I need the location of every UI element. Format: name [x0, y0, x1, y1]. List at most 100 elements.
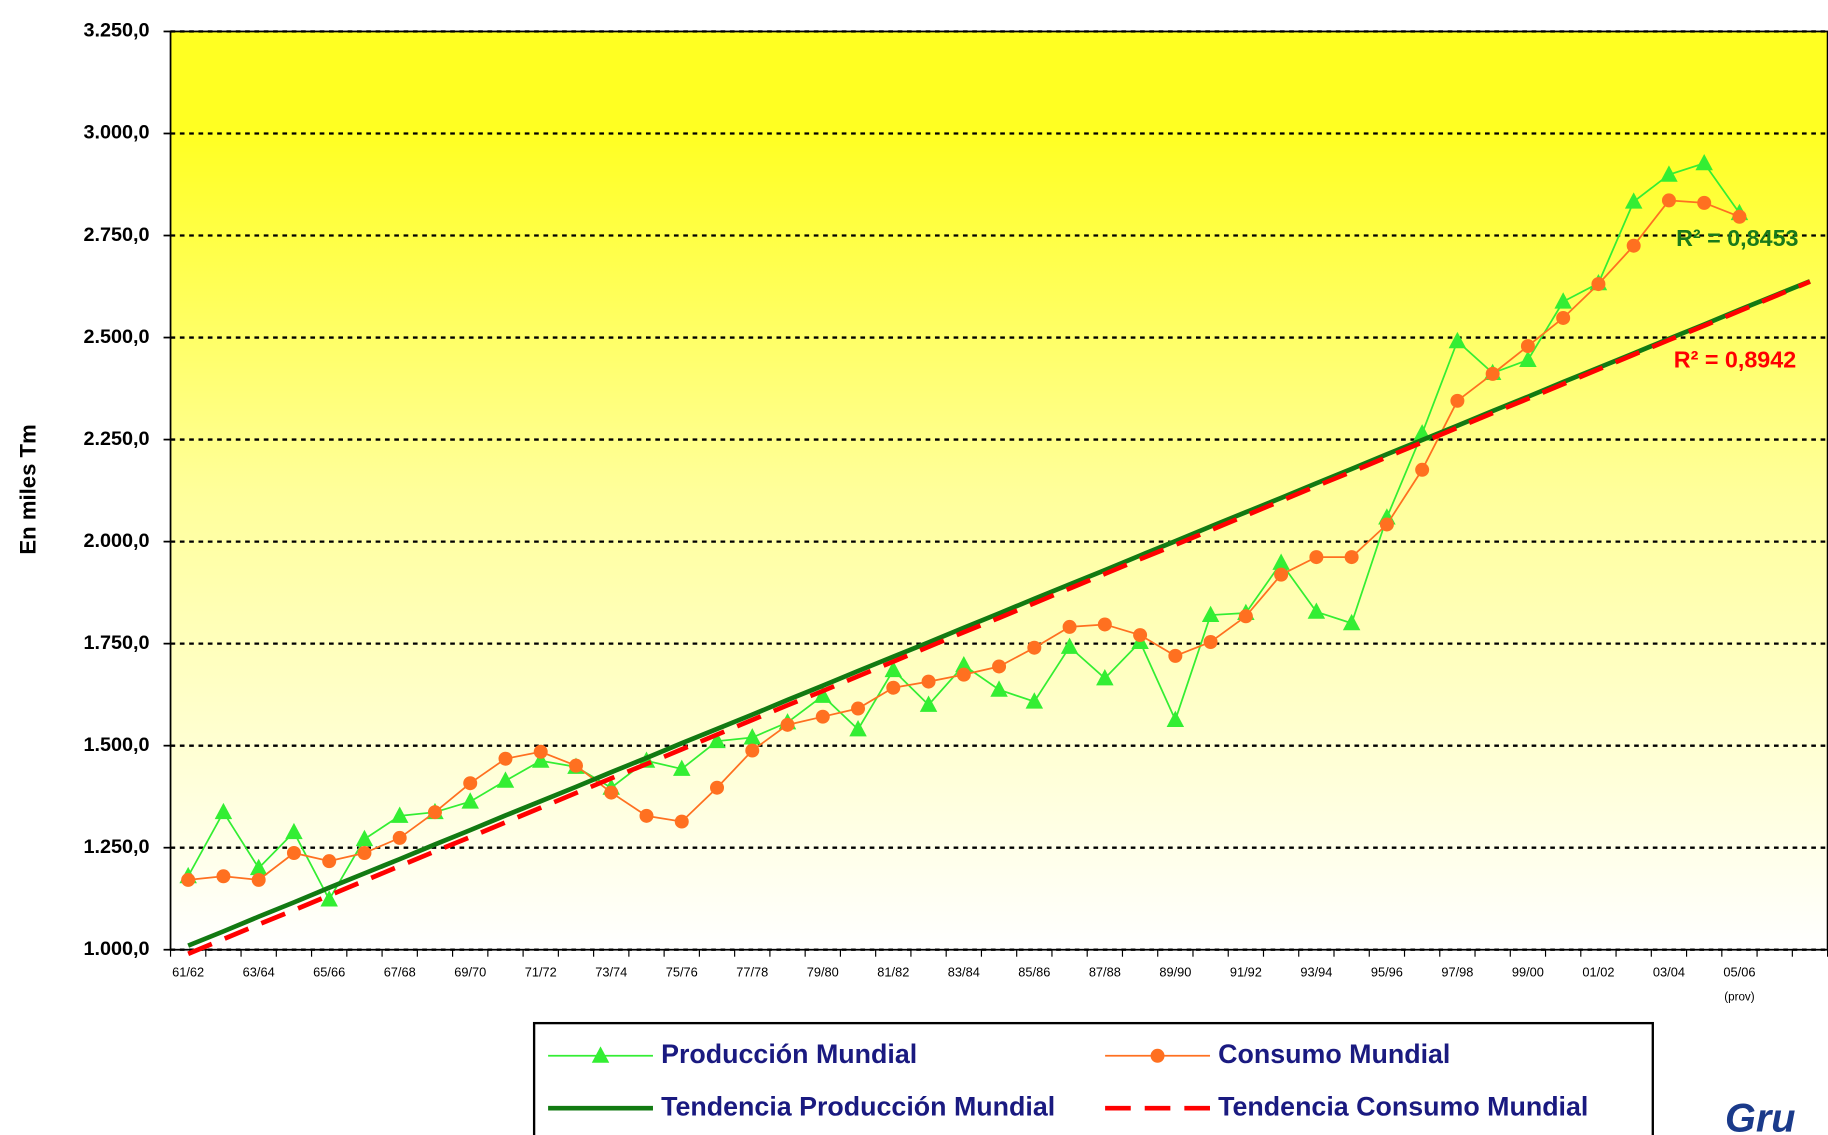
marker — [355, 829, 374, 847]
marker — [743, 728, 762, 745]
marker — [1485, 366, 1500, 381]
marker — [673, 759, 691, 776]
x-tick-label: 91/92 — [1230, 964, 1262, 979]
x-tick-label: 93/94 — [1300, 964, 1332, 979]
x-tick-label: 97/98 — [1441, 964, 1473, 979]
y-tick-label: 1.750,0 — [84, 632, 150, 654]
marker — [1448, 331, 1467, 349]
marker — [884, 660, 903, 678]
marker — [992, 659, 1007, 674]
x-tick-label: 71/72 — [525, 964, 557, 979]
legend-marker — [1150, 1048, 1165, 1063]
marker — [1344, 550, 1359, 565]
series-line — [187, 279, 1811, 948]
marker — [1166, 710, 1185, 727]
marker — [1379, 517, 1394, 532]
marker — [1309, 550, 1324, 565]
marker — [1520, 339, 1535, 354]
r2-annotation: R² = 0,8942 — [1674, 346, 1796, 372]
series-line — [187, 279, 1811, 956]
marker — [780, 717, 795, 732]
marker — [674, 814, 689, 829]
y-tick-label: 1.000,0 — [84, 938, 150, 960]
x-annotation: (prov) — [1724, 991, 1755, 1004]
logo: Gru — [1725, 1096, 1795, 1135]
marker — [1025, 692, 1044, 709]
marker — [1133, 628, 1148, 643]
x-tick-label: 95/96 — [1371, 964, 1403, 979]
marker — [286, 846, 301, 860]
y-axis-label: En miles Tm — [15, 424, 40, 554]
marker — [1626, 238, 1641, 253]
x-tick-label: 87/88 — [1089, 964, 1121, 979]
marker — [886, 680, 901, 695]
marker — [815, 709, 830, 724]
y-tick-label: 3.250,0 — [84, 20, 150, 42]
legend-label: Consumo Mundial — [1218, 1039, 1450, 1069]
marker — [708, 731, 726, 749]
r2-annotation: R² = 0,8453 — [1676, 225, 1798, 251]
x-tick-label: 73/74 — [595, 964, 627, 979]
marker — [285, 822, 303, 840]
legend — [532, 1021, 1654, 1135]
marker — [1660, 165, 1678, 182]
x-tick-label: 61/62 — [172, 964, 204, 979]
marker — [1554, 292, 1572, 309]
marker — [1272, 553, 1290, 570]
x-tick-label: 85/86 — [1018, 964, 1050, 979]
y-tick-label: 3.000,0 — [84, 122, 150, 144]
marker — [1027, 640, 1042, 655]
marker — [1519, 350, 1537, 367]
marker — [1062, 619, 1077, 634]
y-tick-label: 2.500,0 — [84, 326, 150, 348]
marker — [322, 854, 337, 869]
marker — [1060, 637, 1079, 654]
marker — [531, 751, 550, 768]
marker — [1168, 648, 1183, 663]
marker — [1415, 462, 1430, 477]
legend-label: Tendencia Consumo Mundial — [1218, 1091, 1588, 1121]
marker — [1203, 635, 1218, 649]
marker — [498, 751, 513, 766]
marker — [1661, 193, 1676, 208]
x-tick-label: 65/66 — [313, 964, 345, 979]
marker — [1556, 310, 1571, 325]
marker — [955, 655, 973, 673]
x-tick-label: 81/82 — [877, 964, 909, 979]
marker — [461, 792, 479, 809]
x-tick-label: 03/04 — [1653, 964, 1685, 979]
x-tick-label: 05/06 — [1723, 964, 1755, 979]
marker — [1591, 277, 1606, 292]
marker — [1201, 605, 1220, 623]
x-tick-label: 69/70 — [454, 964, 486, 979]
marker — [357, 846, 372, 860]
marker — [216, 869, 231, 884]
legend-label: Producción Mundial — [661, 1039, 917, 1069]
marker — [921, 674, 936, 689]
y-tick-label: 2.750,0 — [84, 224, 150, 246]
marker — [604, 785, 619, 800]
marker — [1450, 393, 1465, 408]
marker — [1096, 669, 1114, 686]
marker — [214, 802, 233, 820]
x-tick-label: 79/80 — [807, 964, 839, 979]
marker — [1097, 617, 1112, 632]
marker — [1307, 602, 1326, 619]
marker — [390, 806, 409, 823]
marker — [463, 776, 478, 791]
marker — [849, 720, 867, 737]
marker — [745, 743, 760, 758]
marker — [320, 890, 338, 907]
x-tick-label: 63/64 — [243, 964, 275, 979]
legend-marker — [591, 1046, 610, 1063]
marker — [919, 695, 938, 712]
marker — [1342, 613, 1361, 631]
y-tick-label: 1.500,0 — [84, 734, 150, 756]
y-tick-label: 1.250,0 — [84, 836, 150, 858]
marker — [1238, 609, 1253, 624]
marker — [1624, 192, 1643, 209]
x-tick-label: 99/00 — [1512, 964, 1544, 979]
marker — [1732, 209, 1747, 224]
